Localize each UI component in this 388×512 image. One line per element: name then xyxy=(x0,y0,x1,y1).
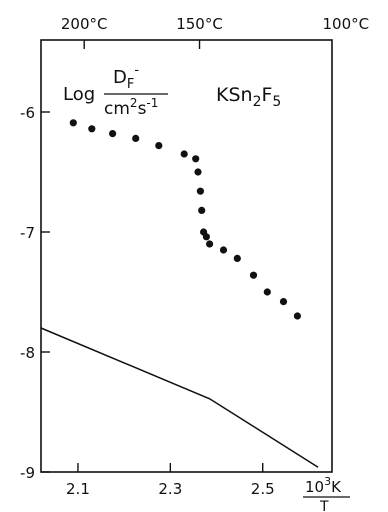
data-point xyxy=(180,150,188,158)
compound-label: KSn2F5 xyxy=(216,84,281,110)
y-tick-label: -8 xyxy=(20,344,35,362)
data-point xyxy=(155,142,163,150)
data-point xyxy=(194,168,202,176)
data-point xyxy=(202,233,210,241)
top-tick-label: 100°C xyxy=(323,15,370,33)
y-tick-label: -9 xyxy=(20,464,35,482)
top-tick-label: 200°C xyxy=(61,15,108,33)
data-point xyxy=(219,246,228,254)
y-label-denominator: cm2s-1 xyxy=(104,96,158,119)
data-point xyxy=(279,298,288,306)
data-point xyxy=(196,187,204,195)
data-point xyxy=(198,206,206,214)
x-tick-label: 2.1 xyxy=(66,480,90,498)
data-point xyxy=(206,240,214,248)
data-point xyxy=(109,130,117,138)
x-axis: 2.1 2.3 2.5 xyxy=(66,463,275,498)
data-point xyxy=(249,271,258,279)
y-tick-label: -6 xyxy=(20,104,35,122)
scatter-series xyxy=(69,119,301,320)
y-axis: -6 -7 -8 -9 xyxy=(20,104,50,482)
data-point xyxy=(293,312,301,320)
x-axis-label: 103K T xyxy=(303,475,350,512)
x-tick-label: 2.3 xyxy=(158,480,182,498)
x-label-denominator: T xyxy=(319,499,329,512)
data-point xyxy=(263,288,271,296)
x-label-numerator: 103K xyxy=(305,475,342,496)
top-tick-label: 150°C xyxy=(176,15,223,33)
plot-frame xyxy=(40,39,333,473)
data-point xyxy=(88,125,96,133)
data-point xyxy=(69,119,77,127)
y-axis-label: Log DF- cm2s-1 xyxy=(63,63,168,119)
x-tick-label: 2.5 xyxy=(251,480,275,498)
line-series xyxy=(40,327,319,468)
y-label-numerator: DF- xyxy=(113,63,139,92)
data-point xyxy=(192,155,200,163)
series-line xyxy=(40,327,319,468)
data-point xyxy=(132,134,140,142)
y-label-prefix: Log xyxy=(63,84,95,105)
top-temperature-axis: 200°C 150°C 100°C xyxy=(61,15,369,49)
data-point xyxy=(233,254,241,262)
y-tick-label: -7 xyxy=(20,224,35,242)
